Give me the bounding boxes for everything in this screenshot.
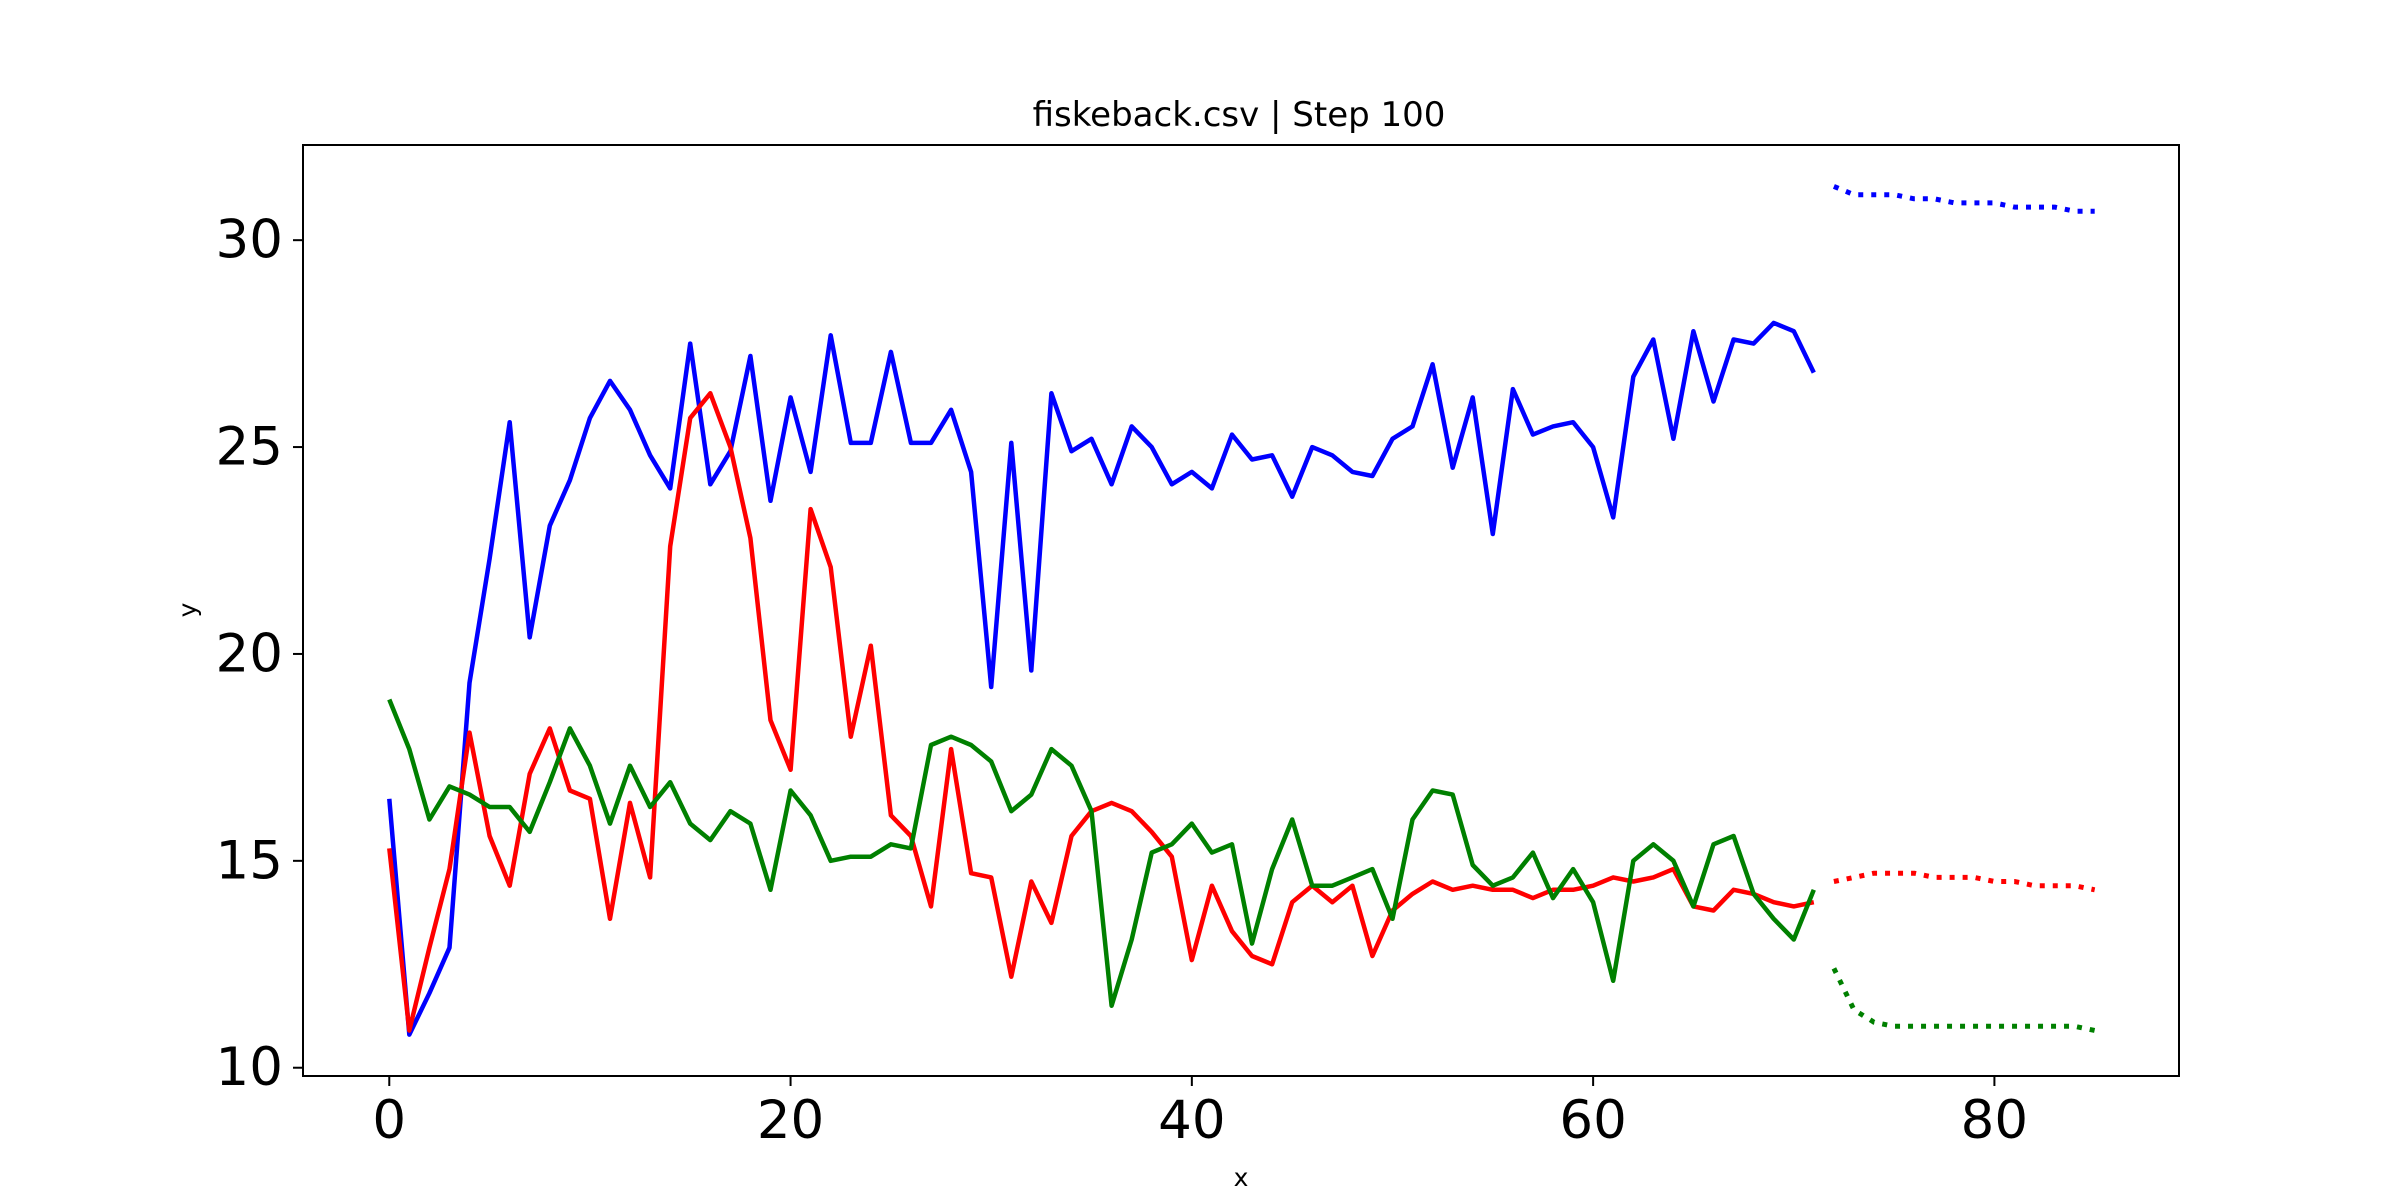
y-axis-label: y bbox=[173, 602, 202, 617]
y-tick-label: 20 bbox=[216, 623, 283, 684]
series-line-4-forecast bbox=[1832, 184, 2095, 214]
series-line-3 bbox=[387, 698, 1816, 1008]
x-tick-label: 20 bbox=[757, 1090, 824, 1151]
y-tick-label: 15 bbox=[216, 830, 283, 891]
x-axis-label: x bbox=[1234, 1163, 1249, 1192]
plot-frame bbox=[302, 144, 2180, 1077]
y-axis: 10 15 20 25 30 bbox=[216, 210, 303, 1098]
x-tick-label: 60 bbox=[1559, 1090, 1626, 1151]
x-tick-label: 0 bbox=[372, 1090, 406, 1151]
y-tick-label: 10 bbox=[216, 1037, 283, 1098]
series-line-2 bbox=[387, 391, 1815, 1033]
chart-title: fiskeback.csv | Step 100 bbox=[1033, 95, 1446, 135]
y-tick-label: 30 bbox=[216, 210, 283, 271]
series-line-1 bbox=[387, 320, 1816, 1037]
series-line-5-forecast bbox=[1833, 870, 2096, 893]
series-line-6-forecast bbox=[1831, 967, 2096, 1033]
series-layer bbox=[387, 184, 2096, 1037]
y-tick-label: 25 bbox=[216, 417, 283, 478]
x-tick-label: 40 bbox=[1158, 1090, 1225, 1151]
x-axis: 0 20 40 60 80 bbox=[372, 1076, 2028, 1151]
x-tick-label: 80 bbox=[1961, 1090, 2028, 1151]
